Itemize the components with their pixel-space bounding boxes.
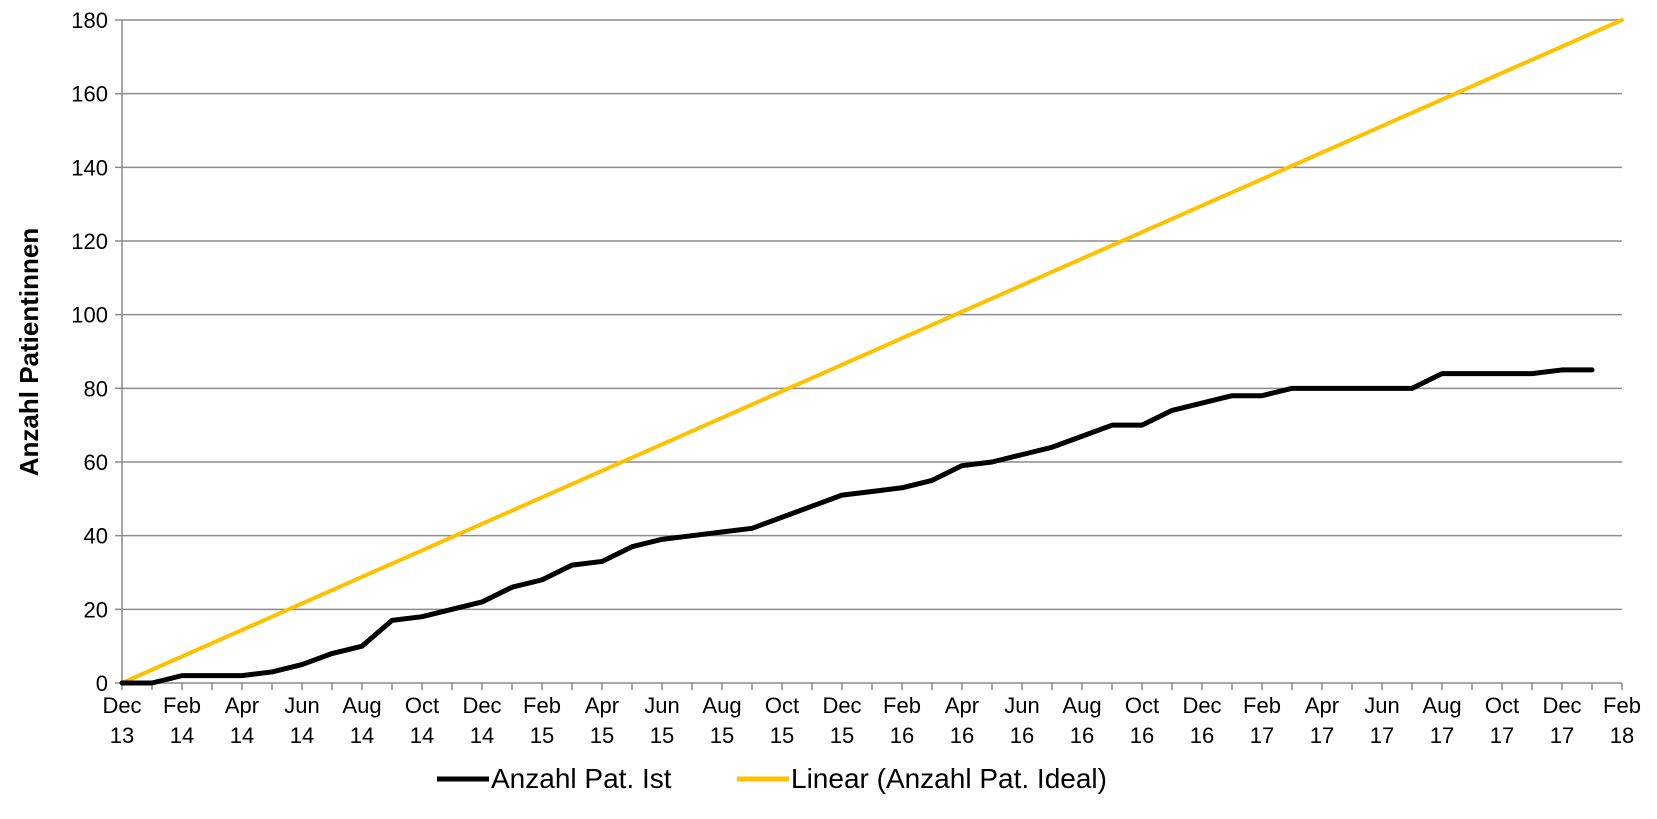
x-tick-label-year: 16 [950, 723, 974, 748]
series-line-2 [120, 18, 1624, 685]
x-tick-label-month: Jun [1004, 693, 1039, 718]
x-tick-label-month: Feb [1243, 693, 1281, 718]
y-tick-label: 180 [71, 8, 108, 33]
x-tick-label-year: 15 [710, 723, 734, 748]
y-tick-label: 100 [71, 303, 108, 328]
x-tick-label-month: Jun [284, 693, 319, 718]
x-tick-label-month: Aug [702, 693, 741, 718]
x-tick-label-year: 14 [410, 723, 434, 748]
x-tick-label-year: 15 [770, 723, 794, 748]
x-tick-label-month: Apr [1305, 693, 1339, 718]
x-tick-label-year: 17 [1310, 723, 1334, 748]
x-tick-label-month: Apr [585, 693, 619, 718]
y-tick-label: 120 [71, 229, 108, 254]
x-tick-label-year: 16 [1010, 723, 1034, 748]
x-tick-label-month: Oct [1125, 693, 1159, 718]
x-tick-label-month: Dec [1542, 693, 1581, 718]
x-tick-label-year: 14 [170, 723, 194, 748]
x-tick-label-year: 16 [890, 723, 914, 748]
y-axis-ticks: 0 20 40 60 80 100 120 140 160 180 [71, 8, 122, 696]
x-axis-ticks: Dec 13 Feb 14 Apr 14 Jun 14 Aug 14 Oct 14 Dec 14 Feb 15… [102, 683, 1641, 748]
x-tick-label-year: 17 [1550, 723, 1574, 748]
x-tick-label-year: 13 [110, 723, 134, 748]
y-tick-label: 80 [84, 376, 108, 401]
y-axis-label: Anzahl Patientinnen [14, 228, 44, 476]
legend-entry-1: Anzahl Pat. Ist [437, 763, 672, 794]
x-tick-label-month: Dec [1182, 693, 1221, 718]
x-tick-label-month: Aug [1422, 693, 1461, 718]
x-tick-label-month: Aug [1062, 693, 1101, 718]
series-lines [119, 18, 1624, 686]
x-tick-label-month: Dec [462, 693, 501, 718]
x-tick-label-month: Dec [102, 693, 141, 718]
y-tick-label: 160 [71, 82, 108, 107]
legend-label: Linear (Anzahl Pat. Ideal) [791, 763, 1107, 794]
x-tick-label-month: Feb [1603, 693, 1641, 718]
legend-entry-2: Linear (Anzahl Pat. Ideal) [737, 763, 1107, 794]
x-tick-label-month: Oct [1485, 693, 1519, 718]
x-tick-label-year: 16 [1130, 723, 1154, 748]
x-tick-label-month: Jun [644, 693, 679, 718]
x-tick-label-year: 17 [1250, 723, 1274, 748]
legend-label: Anzahl Pat. Ist [491, 763, 672, 794]
x-tick-label-month: Feb [523, 693, 561, 718]
x-tick-label-year: 14 [350, 723, 374, 748]
x-tick-label-year: 17 [1490, 723, 1514, 748]
x-tick-label-month: Apr [225, 693, 259, 718]
x-tick-label-year: 17 [1430, 723, 1454, 748]
y-tick-label: 40 [84, 524, 108, 549]
x-tick-label-year: 15 [590, 723, 614, 748]
x-tick-label-month: Oct [405, 693, 439, 718]
x-tick-label-month: Feb [883, 693, 921, 718]
x-tick-label-year: 18 [1610, 723, 1634, 748]
y-tick-label: 20 [84, 597, 108, 622]
x-tick-label-month: Dec [822, 693, 861, 718]
x-tick-label-month: Feb [163, 693, 201, 718]
gridlines [121, 19, 1622, 684]
y-tick-label: 0 [96, 671, 108, 696]
y-tick-label: 60 [84, 450, 108, 475]
x-tick-label-year: 15 [530, 723, 554, 748]
x-tick-label-month: Apr [945, 693, 979, 718]
x-tick-label-year: 14 [290, 723, 314, 748]
legend: Anzahl Pat. Ist Linear (Anzahl Pat. Ideal… [437, 763, 1107, 794]
x-tick-label-year: 16 [1190, 723, 1214, 748]
x-tick-label-month: Jun [1364, 693, 1399, 718]
x-tick-label-year: 15 [650, 723, 674, 748]
x-tick-label-year: 16 [1070, 723, 1094, 748]
series-line-1 [119, 367, 1595, 686]
x-tick-label-year: 14 [470, 723, 494, 748]
y-tick-label: 140 [71, 155, 108, 180]
x-tick-label-year: 15 [830, 723, 854, 748]
x-tick-label-year: 17 [1370, 723, 1394, 748]
x-tick-label-year: 14 [230, 723, 254, 748]
x-tick-label-month: Aug [342, 693, 381, 718]
x-tick-label-month: Oct [765, 693, 799, 718]
